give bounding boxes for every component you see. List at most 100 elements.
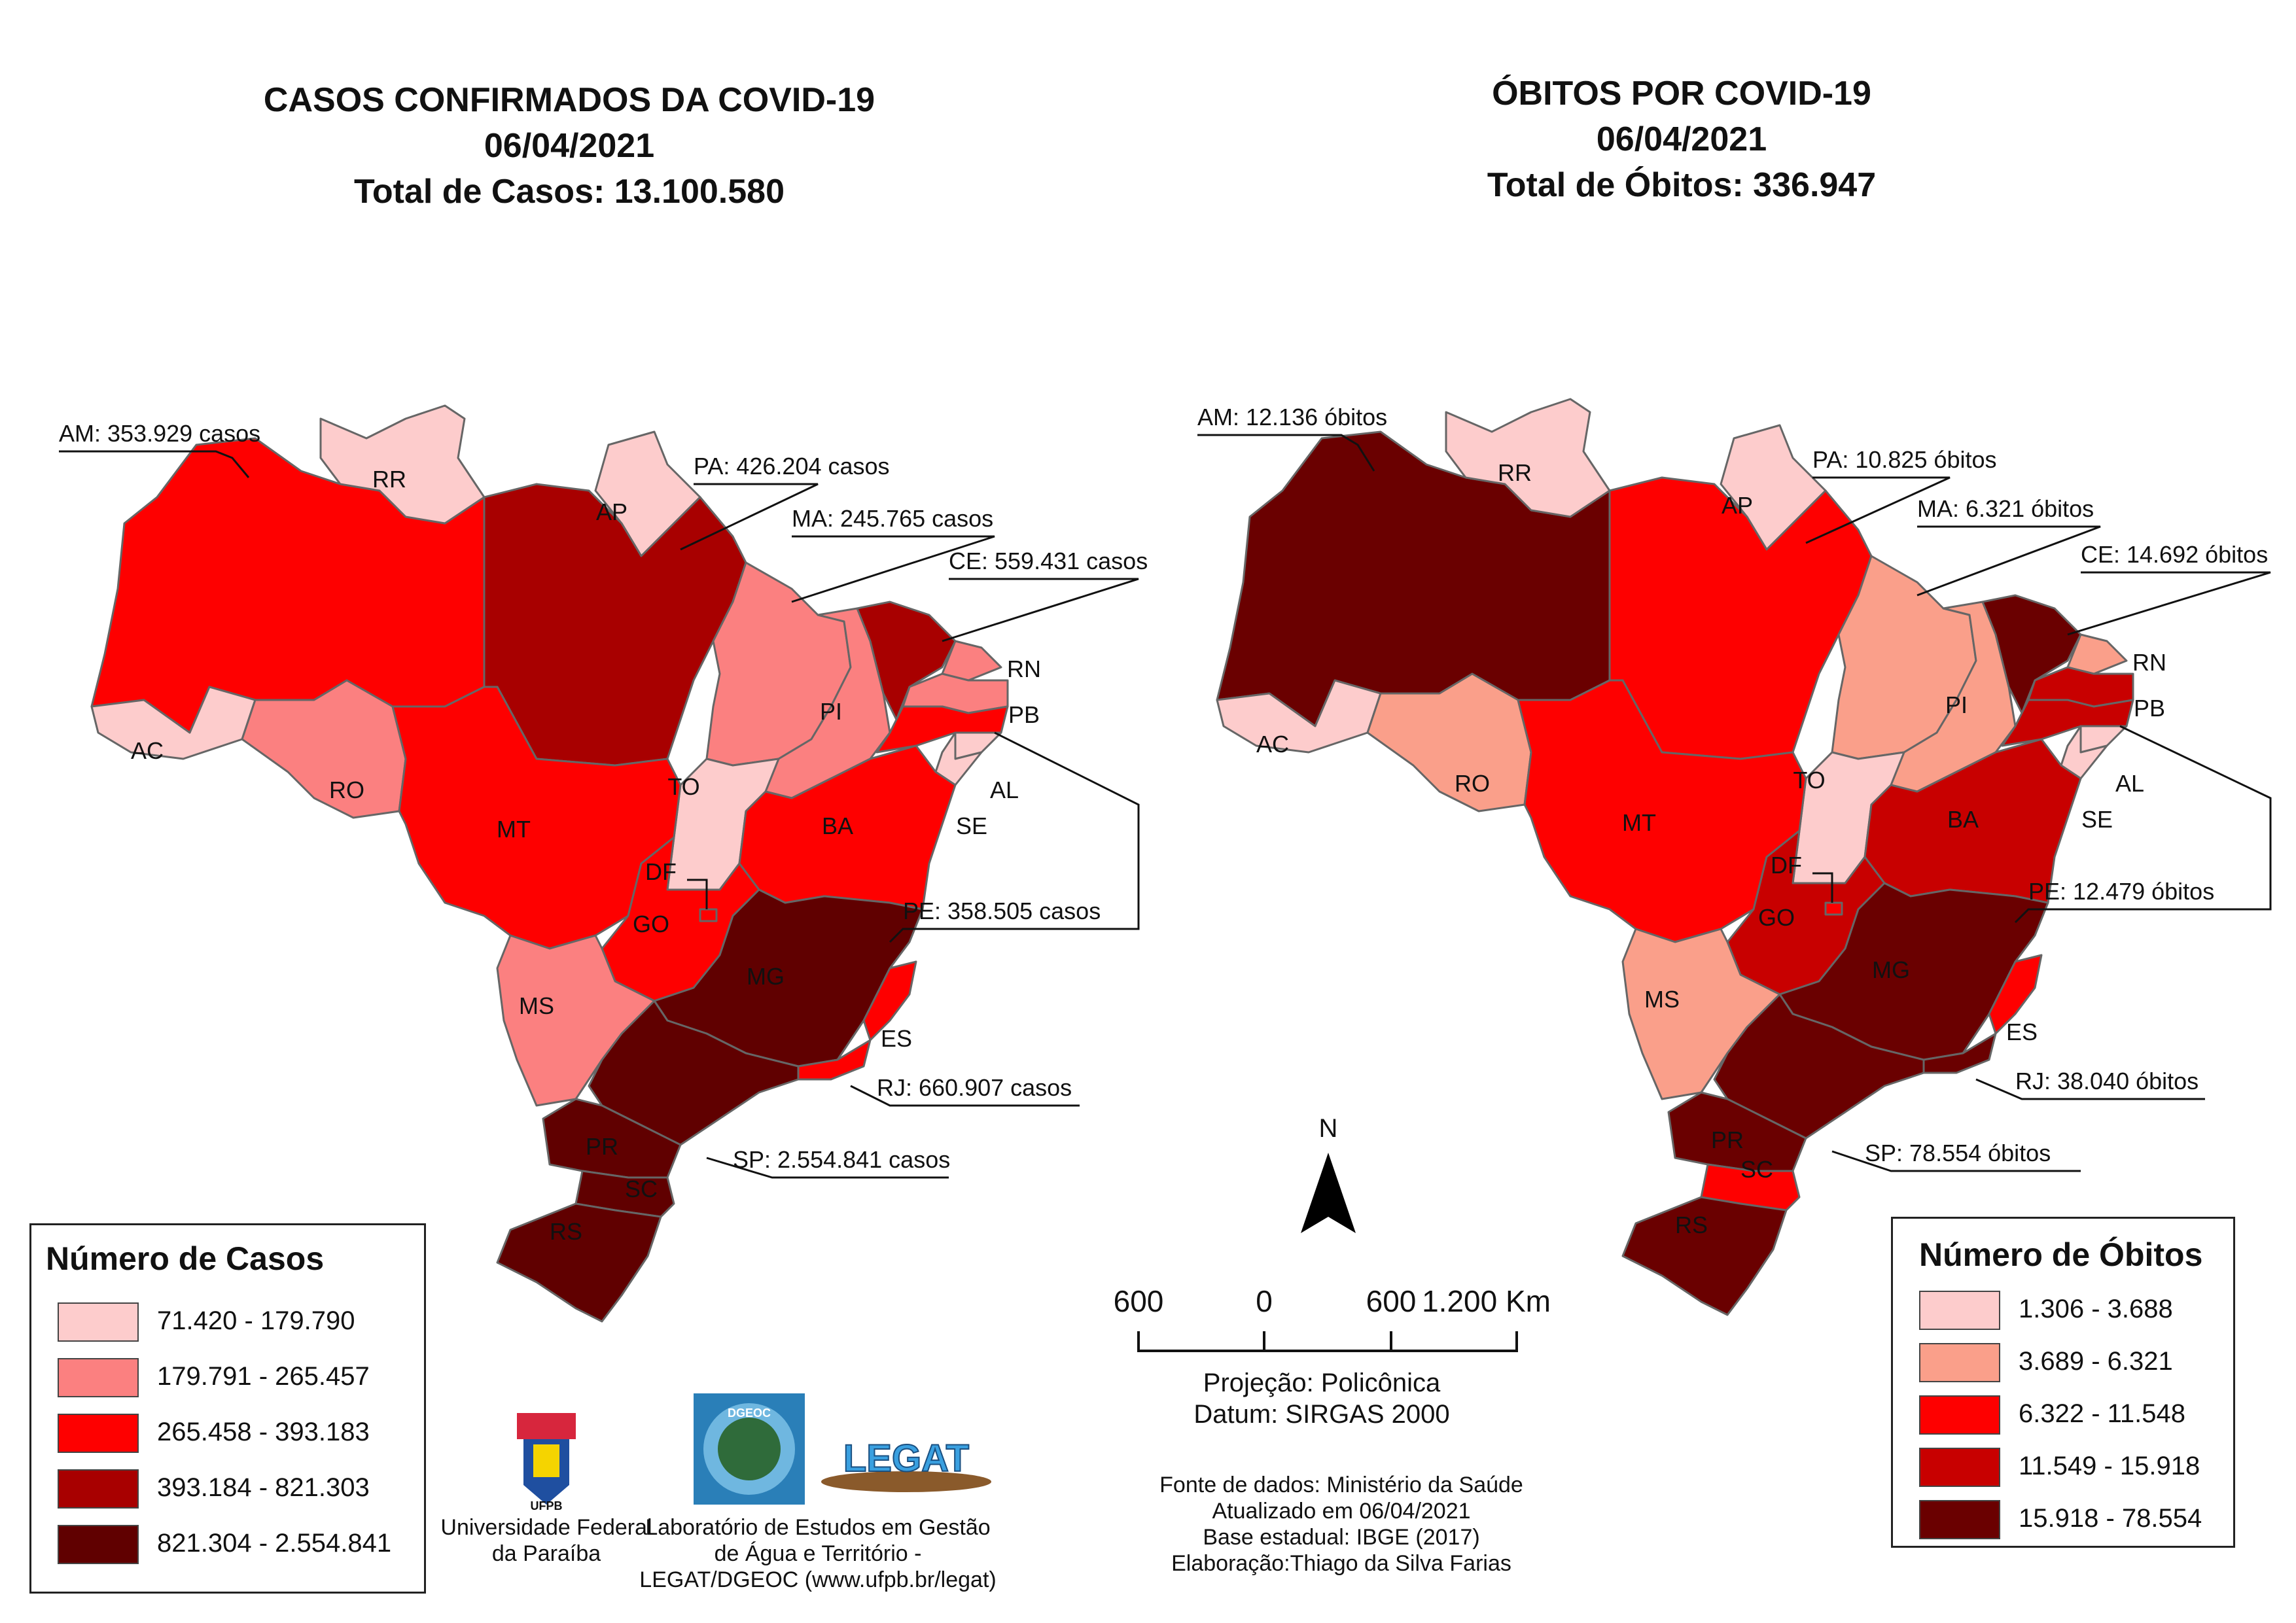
state-PE xyxy=(875,705,1009,754)
callout-PE: PE: 358.505 casos xyxy=(903,898,1101,924)
legend-swatch xyxy=(58,1302,139,1342)
state-RO xyxy=(241,679,407,819)
label-PI: PI xyxy=(1945,691,1968,718)
callout-SP: SP: 2.554.841 casos xyxy=(733,1146,950,1173)
legend-swatch xyxy=(1919,1291,2000,1330)
label-AL: AL xyxy=(990,777,1019,803)
label-SE: SE xyxy=(2081,806,2113,833)
callout-PA: PA: 426.204 casos xyxy=(694,453,890,480)
legend-swatch xyxy=(58,1525,139,1564)
label-PB: PB xyxy=(2134,695,2165,722)
state-CE xyxy=(1981,594,2082,714)
label-AC: AC xyxy=(1256,731,1289,758)
scale-tick-label: 0 xyxy=(1256,1284,1273,1318)
left-title-line-1: CASOS CONFIRMADOS DA COVID-19 xyxy=(263,81,875,119)
legend-swatch xyxy=(58,1414,139,1453)
legend-label: 15.918 - 78.554 xyxy=(2019,1504,2202,1533)
label-ES: ES xyxy=(881,1025,912,1052)
legat-name-line: Laboratório de Estudos em Gestão xyxy=(645,1515,991,1540)
label-SC: SC xyxy=(625,1176,658,1202)
ufpb-logo-text: UFPB xyxy=(531,1499,563,1511)
label-RS: RS xyxy=(1675,1212,1708,1238)
label-TO: TO xyxy=(1793,767,1825,794)
legend-deaths-title: Número de Óbitos xyxy=(1919,1236,2203,1273)
state-ES xyxy=(1988,954,2043,1035)
legend-deaths: Número de Óbitos 1.306 - 3.688 3.689 - 6… xyxy=(1891,1217,2235,1548)
label-TO: TO xyxy=(667,773,699,800)
callout-MA: MA: 245.765 casos xyxy=(792,505,993,532)
legend-swatch xyxy=(1919,1395,2000,1435)
state-RN xyxy=(941,640,1002,682)
ufpb-name-line: Universidade Federal xyxy=(440,1515,652,1540)
callout-PA: PA: 10.825 óbitos xyxy=(1812,446,1997,473)
callout-MA: MA: 6.321 óbitos xyxy=(1917,495,2094,522)
label-MG: MG xyxy=(1872,956,1910,983)
legat-logo-text: LEGAT xyxy=(843,1437,969,1480)
label-DF: DF xyxy=(645,858,677,885)
north-arrow-icon: N xyxy=(1301,1114,1356,1233)
label-MG: MG xyxy=(747,963,785,990)
callout-CE: CE: 14.692 óbitos xyxy=(2081,541,2268,568)
credit-line: Base estadual: IBGE (2017) xyxy=(1203,1525,1480,1550)
callout-CE: CE: 559.431 casos xyxy=(949,548,1148,574)
legend-swatch xyxy=(58,1469,139,1509)
label-PR: PR xyxy=(586,1133,618,1160)
callout-RJ: RJ: 660.907 casos xyxy=(877,1074,1072,1101)
legend-label: 6.322 - 11.548 xyxy=(2019,1399,2186,1428)
legend-label: 265.458 - 393.183 xyxy=(157,1418,370,1446)
label-MT: MT xyxy=(497,816,531,843)
callout-PE: PE: 12.479 óbitos xyxy=(2028,878,2214,905)
label-MT: MT xyxy=(1622,809,1656,836)
legend-label: 393.184 - 821.303 xyxy=(157,1473,370,1502)
state-DF xyxy=(699,908,718,922)
scale-tick-label: 1.200 Km xyxy=(1422,1284,1551,1318)
label-RR: RR xyxy=(372,466,406,493)
right-title-line-3: Total de Óbitos: 336.947 xyxy=(1487,166,1877,204)
label-PB: PB xyxy=(1008,701,1040,728)
state-RS xyxy=(496,1202,662,1323)
ufpb-name: Universidade Federal da Paraíba xyxy=(425,1514,667,1567)
label-AP: AP xyxy=(1722,492,1753,519)
scale-tick-label: 600 xyxy=(1114,1284,1164,1318)
legend-label: 71.420 - 179.790 xyxy=(157,1306,355,1335)
label-GO: GO xyxy=(1758,904,1795,931)
projection-line: Projeção: Policônica xyxy=(1203,1369,1441,1397)
left-map-cases: RR AP PI AC RO TO MT BA DF GO MG MS ES P… xyxy=(59,404,1148,1323)
legend-swatch xyxy=(1919,1448,2000,1487)
legend-swatch xyxy=(1919,1343,2000,1382)
legend-label: 821.304 - 2.554.841 xyxy=(157,1529,392,1558)
label-PR: PR xyxy=(1711,1126,1744,1153)
dgeoc-seal-text: DGEOC xyxy=(728,1406,771,1420)
state-PE xyxy=(2001,699,2134,747)
state-RO xyxy=(1366,672,1532,812)
state-PA xyxy=(483,483,747,767)
legat-logo: LEGAT xyxy=(821,1437,991,1492)
left-title-line-2: 06/04/2021 xyxy=(484,127,655,165)
label-AP: AP xyxy=(596,498,627,525)
label-ES: ES xyxy=(2006,1019,2038,1045)
legend-label: 1.306 - 3.688 xyxy=(2019,1295,2173,1323)
legat-name-line: LEGAT/DGEOC (www.ufpb.br/legat) xyxy=(639,1567,997,1592)
callout-RJ: RJ: 38.040 óbitos xyxy=(2015,1068,2199,1094)
label-GO: GO xyxy=(633,911,669,937)
right-title-line-2: 06/04/2021 xyxy=(1596,120,1767,158)
legend-label: 11.549 - 15.918 xyxy=(2019,1452,2200,1480)
legend-label: 179.791 - 265.457 xyxy=(157,1362,370,1391)
datum-line: Datum: SIRGAS 2000 xyxy=(1193,1400,1450,1429)
ufpb-name-line: da Paraíba xyxy=(491,1541,601,1566)
label-RN: RN xyxy=(2132,649,2166,676)
credit-line: Fonte de dados: Ministério da Saúde xyxy=(1159,1473,1523,1497)
state-SP xyxy=(1713,993,1925,1140)
north-arrow-label: N xyxy=(1319,1114,1338,1143)
legend-swatch xyxy=(58,1358,139,1397)
label-RS: RS xyxy=(550,1218,582,1245)
right-title-line-1: ÓBITOS POR COVID-19 xyxy=(1492,75,1871,113)
label-SC: SC xyxy=(1740,1156,1773,1183)
callout-SP: SP: 78.554 óbitos xyxy=(1865,1140,2051,1166)
state-RN xyxy=(2066,633,2128,675)
right-title: ÓBITOS POR COVID-19 06/04/2021 Total de … xyxy=(1348,71,2015,208)
label-MS: MS xyxy=(519,992,554,1019)
credit-line: Elaboração:Thiago da Silva Farias xyxy=(1171,1551,1511,1576)
left-title-line-3: Total de Casos: 13.100.580 xyxy=(353,173,785,211)
